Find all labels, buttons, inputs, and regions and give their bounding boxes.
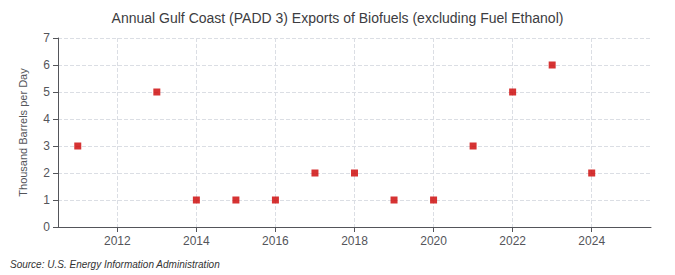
svg-text:2012: 2012 bbox=[104, 234, 131, 248]
svg-text:6: 6 bbox=[43, 58, 50, 72]
svg-text:2016: 2016 bbox=[262, 234, 289, 248]
svg-text:2018: 2018 bbox=[341, 234, 368, 248]
svg-text:3: 3 bbox=[43, 139, 50, 153]
svg-text:2014: 2014 bbox=[183, 234, 210, 248]
svg-text:4: 4 bbox=[43, 112, 50, 126]
svg-text:2022: 2022 bbox=[499, 234, 526, 248]
svg-text:2024: 2024 bbox=[578, 234, 605, 248]
svg-text:0: 0 bbox=[43, 220, 50, 234]
svg-text:5: 5 bbox=[43, 85, 50, 99]
svg-text:Source: U.S. Energy Informatio: Source: U.S. Energy Information Administ… bbox=[10, 259, 220, 270]
svg-text:7: 7 bbox=[43, 31, 50, 45]
svg-text:Annual Gulf Coast (PADD 3) Exp: Annual Gulf Coast (PADD 3) Exports of Bi… bbox=[112, 10, 564, 26]
svg-text:2020: 2020 bbox=[420, 234, 447, 248]
svg-text:Thousand Barrels per Day: Thousand Barrels per Day bbox=[17, 68, 29, 197]
svg-text:2: 2 bbox=[43, 166, 50, 180]
svg-text:1: 1 bbox=[43, 193, 50, 207]
